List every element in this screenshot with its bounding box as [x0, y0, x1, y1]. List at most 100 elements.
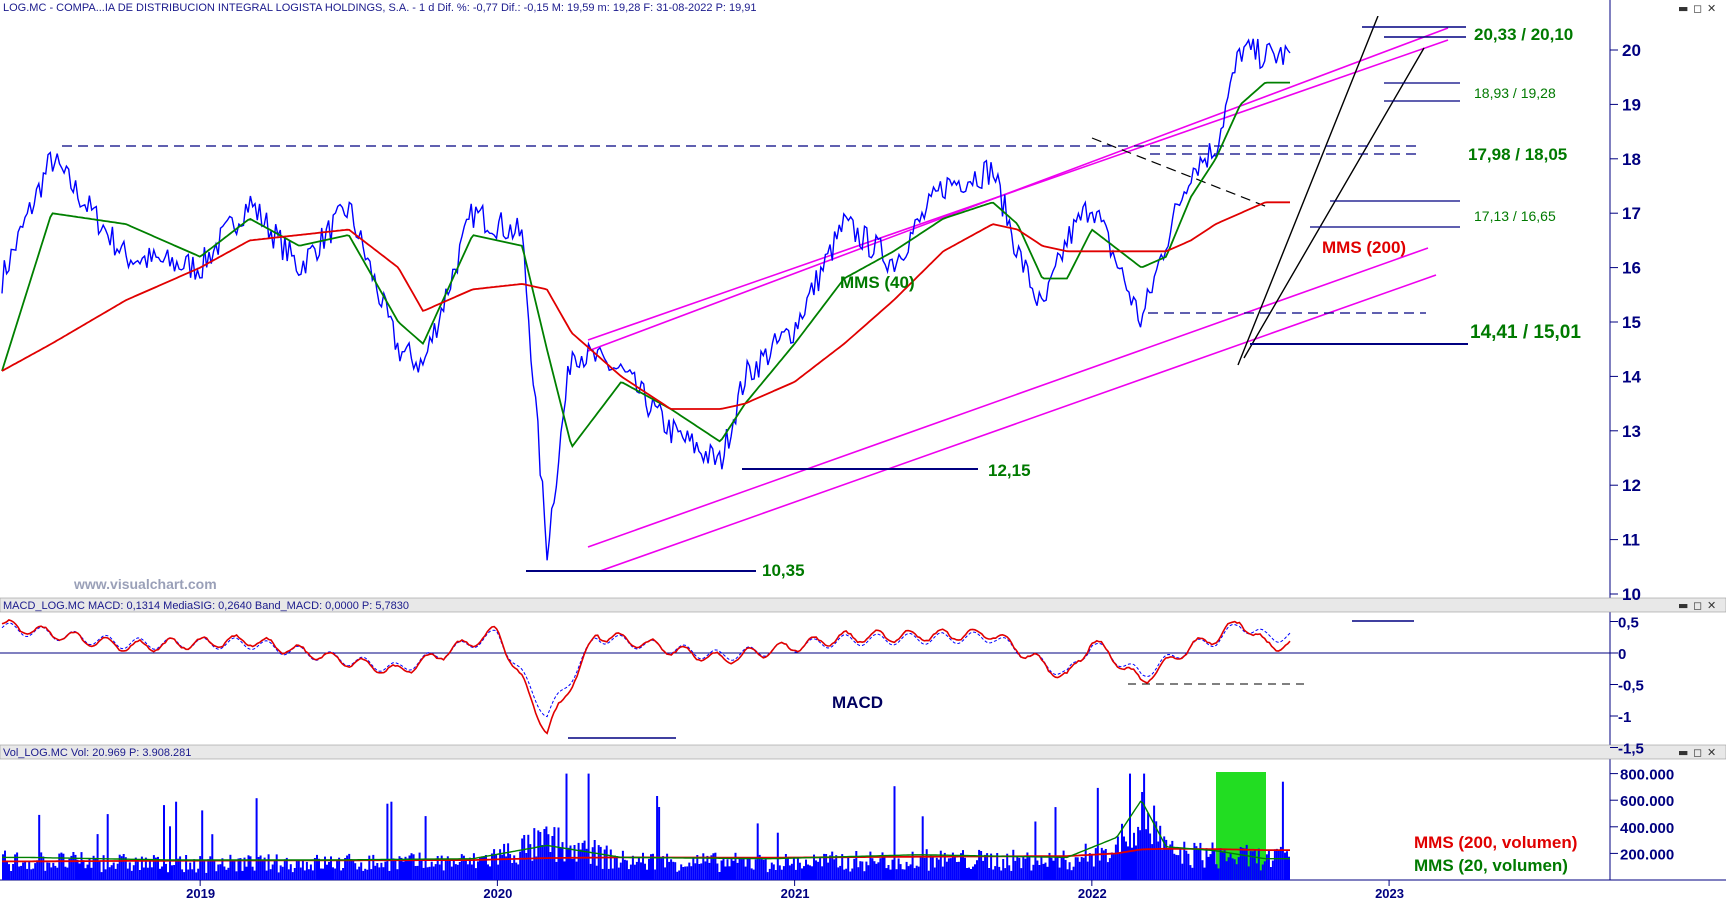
minimize-icon[interactable]: ▬ [1678, 599, 1688, 612]
volume-bar [134, 857, 137, 880]
macd-tick-label: -0,5 [1618, 678, 1644, 695]
volume-bar [171, 865, 173, 880]
volume-bar [30, 869, 33, 880]
volume-bar [1131, 847, 1133, 880]
volume-bar [332, 867, 334, 880]
volume-bar [1086, 861, 1089, 880]
volume-bar [265, 870, 268, 880]
volume-bar [583, 840, 586, 880]
volume-bar [84, 868, 87, 880]
restore-icon[interactable]: ◻ [1693, 2, 1702, 15]
volume-bar [140, 856, 143, 880]
volume-bar [519, 851, 522, 880]
close-icon[interactable]: ✕ [1707, 599, 1716, 612]
volume-bar [281, 866, 284, 880]
volume-bar [460, 854, 463, 880]
volume-bar [603, 849, 606, 880]
volume-bar [142, 867, 145, 880]
volume-bar [150, 867, 153, 880]
volume-bar [841, 854, 844, 880]
volume-bar [370, 869, 373, 880]
volume-bar [287, 869, 290, 880]
volume-bar [169, 826, 171, 880]
volume-bar [839, 865, 842, 880]
volume-bar [54, 865, 57, 880]
volume-bar [1271, 860, 1274, 880]
volume-bar [921, 816, 924, 880]
volume-bar [724, 866, 727, 880]
volume-bar [1241, 847, 1244, 880]
volume-bar [1090, 854, 1093, 880]
volume-bar [470, 864, 473, 880]
volume-bar [885, 868, 888, 880]
close-icon[interactable]: ✕ [1707, 2, 1716, 15]
volume-bar [1032, 864, 1035, 880]
volume-bar [569, 845, 572, 880]
volume-bar [320, 868, 322, 880]
x-tick-label: 2022 [1078, 886, 1107, 901]
volume-bar [565, 773, 568, 880]
volume-bar [756, 823, 759, 880]
macd-series-layer [0, 618, 1610, 739]
volume-bar [1281, 781, 1284, 880]
volume-bar [102, 855, 105, 880]
volume-bar [543, 829, 546, 880]
volume-bar [780, 869, 783, 880]
volume-bar [402, 861, 405, 880]
volume-bar [432, 866, 435, 880]
macd-header-bar [0, 597, 1726, 613]
volume-bar [623, 859, 626, 880]
volume-bar [159, 868, 161, 880]
volume-bar [573, 845, 576, 880]
volume-bar [927, 870, 930, 880]
volume-bar [215, 871, 218, 880]
volume-bar [593, 840, 596, 880]
volume-bar [919, 856, 922, 880]
volume-bar [1096, 787, 1099, 880]
volume-bar [925, 849, 928, 880]
volume-bar [722, 857, 725, 880]
volume-bar [899, 864, 902, 880]
volume-bar [881, 852, 884, 880]
volume-bar [342, 868, 345, 880]
volume-bar [90, 867, 93, 880]
volume-bar [20, 865, 23, 880]
volume-bar [26, 868, 29, 880]
volume-bar [249, 856, 252, 880]
minimize-icon[interactable]: ▬ [1678, 2, 1688, 15]
restore-icon[interactable]: ◻ [1693, 746, 1702, 759]
close-icon[interactable]: ✕ [1707, 746, 1716, 759]
volume-bar [895, 869, 898, 880]
volume-bar [668, 861, 671, 880]
volume-bar [78, 863, 81, 880]
volume-bar [809, 865, 811, 880]
volume-bar [472, 853, 475, 880]
volume-bar [253, 870, 256, 880]
volume-bar [770, 862, 773, 880]
volume-bar [493, 849, 496, 880]
macd-window-buttons[interactable]: ▬ ◻ ✕ [1678, 599, 1716, 612]
volume-bar [1239, 847, 1242, 880]
volume-bar [986, 853, 989, 880]
volume-bar [1125, 841, 1127, 880]
volume-bar [189, 862, 192, 880]
volume-bar [309, 864, 312, 880]
volume-bar [86, 864, 89, 880]
restore-icon[interactable]: ◻ [1693, 599, 1702, 612]
volume-bar [1197, 849, 1200, 880]
volume-tick-label: 800.000 [1620, 767, 1674, 784]
volume-window-buttons[interactable]: ▬ ◻ ✕ [1678, 746, 1716, 759]
volume-bar [937, 859, 940, 880]
volume-bar [670, 859, 673, 880]
volume-bar [738, 857, 741, 880]
volume-bar [951, 852, 954, 880]
minimize-icon[interactable]: ▬ [1678, 746, 1688, 759]
volume-bar [416, 865, 419, 880]
volume-bar [972, 866, 974, 880]
volume-bar [235, 871, 238, 880]
volume-bar [1022, 855, 1025, 880]
volume-bar [746, 858, 749, 880]
volume-bar [637, 857, 640, 880]
volume-bar [879, 858, 882, 880]
price-window-buttons[interactable]: ▬ ◻ ✕ [1678, 2, 1716, 15]
